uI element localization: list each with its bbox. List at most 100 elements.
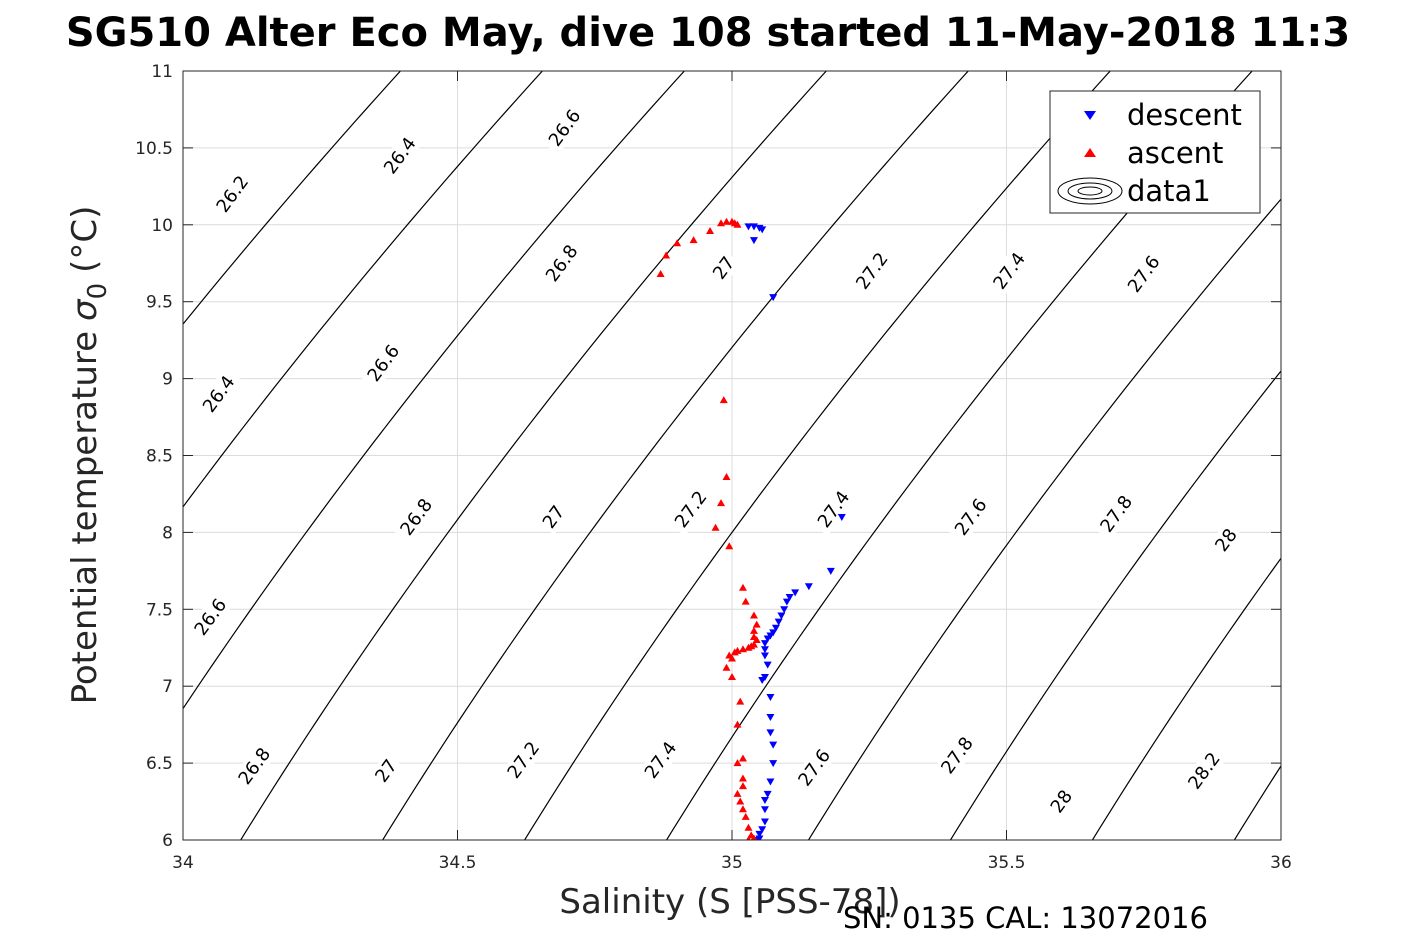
- contour-label-bg: [985, 244, 1033, 298]
- ascent-point: [733, 720, 742, 728]
- y-tick-label: 10: [151, 216, 173, 236]
- contour-label-bg: [392, 490, 440, 544]
- contour-label-bg: [933, 728, 981, 783]
- legend-ascent-marker: [1084, 148, 1096, 157]
- ascent-point: [725, 542, 734, 550]
- contour-label-bg: [636, 733, 685, 787]
- descent-point: [766, 729, 775, 737]
- ascent-point: [738, 782, 747, 790]
- y-tick-label: 7: [162, 677, 173, 697]
- descent-point: [766, 713, 775, 721]
- descent-point: [785, 593, 794, 601]
- contour-label-bg: [376, 128, 424, 183]
- contour-label-bg: [1120, 247, 1168, 301]
- descent-point: [837, 514, 846, 522]
- isopycnal-line: [240, 71, 828, 840]
- ascent-point: [741, 812, 750, 820]
- descent-point: [804, 583, 813, 591]
- descent-point: [763, 790, 772, 798]
- descent-point: [769, 760, 778, 768]
- y-tick-label: 10.5: [135, 139, 173, 159]
- ascent-point: [689, 236, 698, 244]
- descent-point: [758, 826, 767, 834]
- ascent-point: [728, 654, 736, 662]
- y-axis-label-symbol: σ: [65, 298, 105, 321]
- contour-label-bg: [230, 739, 279, 793]
- contour-label-bg: [809, 482, 858, 536]
- ascent-point: [738, 583, 747, 591]
- ascent-point: [738, 774, 747, 782]
- y-axis-label-subscript: 0: [83, 283, 113, 300]
- x-tick-label: 34: [172, 853, 194, 873]
- descent-point: [758, 226, 767, 234]
- descent-point: [760, 818, 769, 826]
- y-tick-label: 8: [162, 523, 173, 543]
- ascent-point: [746, 836, 751, 840]
- y-axis-label-unit: (°C): [65, 206, 105, 273]
- density-contours: [183, 71, 1281, 840]
- descent-point: [760, 640, 769, 648]
- ascent-point: [749, 626, 758, 634]
- isopycnal-line: [949, 370, 1281, 840]
- descent-point: [749, 237, 758, 245]
- data-markers: [656, 217, 846, 840]
- ascent-point: [733, 220, 742, 228]
- x-axis-label: Salinity (S [PSS-78]): [559, 882, 900, 922]
- descent-point: [774, 618, 783, 626]
- legend: descent ascent data1: [1049, 90, 1261, 214]
- descent-point: [769, 294, 778, 302]
- x-tick-label: 35: [721, 853, 743, 873]
- ascent-point: [736, 797, 745, 805]
- ascent-point: [673, 239, 682, 247]
- axis-ticks: 34 34.5 35 35.5 36 6 6.5 7 7.5 8 8.5 9 9.5 10 10.5 11: [135, 62, 1292, 873]
- descent-point: [758, 677, 767, 685]
- legend-contour-icon: [1057, 177, 1123, 205]
- ascent-point: [738, 754, 747, 762]
- ascent-point: [733, 789, 742, 797]
- contour-label-bg: [538, 236, 586, 290]
- isopycnal-line: [523, 71, 1111, 840]
- ascent-point: [730, 648, 739, 656]
- contour-label-bg: [947, 490, 995, 544]
- ascent-point: [749, 611, 758, 619]
- descent-point: [760, 806, 769, 814]
- descent-point: [777, 612, 786, 620]
- chart-title: SG510 Alter Eco May, dive 108 started 11…: [66, 10, 1350, 56]
- ascent-point: [722, 473, 731, 481]
- descent-point: [755, 830, 764, 838]
- isopycnal-line: [183, 71, 686, 710]
- ascent-point: [752, 636, 761, 644]
- contour-label-bg: [667, 482, 715, 536]
- ascent-point: [722, 663, 731, 671]
- ascent-point: [662, 251, 671, 259]
- y-axis-label: Potential temperature σ0 (°C): [65, 206, 113, 705]
- ascent-point: [744, 643, 753, 651]
- descent-point: [766, 693, 775, 701]
- contour-label-bg: [368, 753, 404, 789]
- y-tick-label: 7.5: [146, 600, 173, 620]
- descent-point: [766, 778, 775, 786]
- y-tick-label: 9: [162, 370, 173, 390]
- descent-point: [763, 635, 772, 643]
- descent-point: [771, 624, 780, 632]
- descent-point: [763, 661, 772, 669]
- contour-label-bg: [186, 590, 235, 644]
- ascent-point: [706, 226, 715, 234]
- legend-descent-label: descent: [1127, 98, 1242, 132]
- y-tick-label: 8.5: [146, 447, 173, 467]
- legend-descent-marker: [1084, 111, 1096, 120]
- ascent-point: [722, 217, 731, 225]
- isopycnal-line: [807, 198, 1281, 840]
- contour-label-bg: [499, 733, 548, 787]
- contour-label-bg: [848, 244, 896, 298]
- descent-point: [780, 606, 789, 614]
- descent-point: [760, 652, 769, 660]
- x-tick-label: 35.5: [988, 853, 1026, 873]
- y-tick-label: 6.5: [146, 754, 173, 774]
- x-tick-label: 36: [1270, 853, 1292, 873]
- contour-label-bg: [208, 167, 257, 221]
- contour-label-bg: [1092, 487, 1140, 541]
- contour-label-bg: [536, 499, 571, 535]
- descent-point: [782, 598, 791, 606]
